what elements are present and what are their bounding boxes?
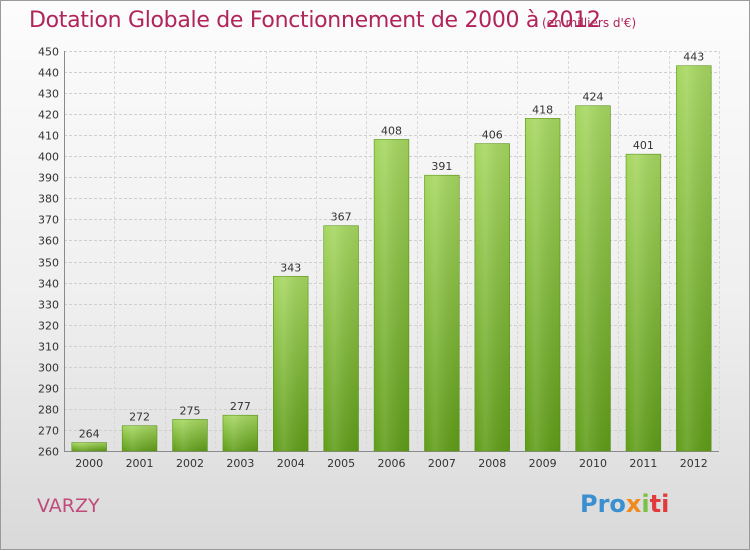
bar-shine <box>122 425 157 451</box>
data-label: 277 <box>230 400 251 413</box>
y-tick-label: 360 <box>38 235 59 248</box>
data-label: 424 <box>583 91 604 104</box>
proxiti-logo: Proxiti <box>580 490 670 518</box>
y-tick-label: 260 <box>38 446 59 459</box>
y-tick-label: 350 <box>38 257 59 270</box>
bar-shine <box>323 225 359 451</box>
bar-shine <box>222 415 258 451</box>
x-tick-label: 2008 <box>478 457 506 470</box>
y-tick-label: 370 <box>38 214 59 227</box>
bar-shine <box>71 442 107 451</box>
x-tick-label: 2000 <box>75 457 103 470</box>
y-tick-label: 410 <box>38 130 59 143</box>
bar-shine <box>626 154 661 451</box>
y-tick-label: 290 <box>38 383 59 396</box>
chart-title: Dotation Globale de Fonctionnement de 20… <box>29 8 601 33</box>
data-label: 406 <box>482 129 503 142</box>
x-tick-label: 2002 <box>176 457 204 470</box>
y-tick-label: 400 <box>38 151 59 164</box>
x-tick-label: 2007 <box>428 457 456 470</box>
label-layer: 264 2000 272 2001 275 2002 277 2003 343 2004 367 20… <box>75 51 708 470</box>
data-label: 408 <box>381 124 402 137</box>
x-tick-label: 2011 <box>629 457 657 470</box>
x-tick-label: 2003 <box>226 457 254 470</box>
bar-layer <box>71 65 712 452</box>
chart-unit: (en milliers d'€) <box>542 16 637 30</box>
y-tick-label: 320 <box>38 320 59 333</box>
data-label: 418 <box>532 103 553 116</box>
y-tick-label: 390 <box>38 172 59 185</box>
x-tick-label: 2004 <box>277 457 305 470</box>
data-label: 401 <box>633 139 654 152</box>
bar-shine <box>424 175 460 452</box>
y-tick-label: 300 <box>38 362 59 375</box>
data-label: 443 <box>683 51 704 64</box>
x-tick-label: 2010 <box>579 457 607 470</box>
y-tick-label: 430 <box>38 88 59 101</box>
x-tick-label: 2001 <box>126 457 154 470</box>
data-label: 264 <box>79 428 100 441</box>
x-tick-label: 2009 <box>529 457 557 470</box>
x-tick-label: 2012 <box>680 457 708 470</box>
y-tick-label: 330 <box>38 299 59 312</box>
bar-shine <box>374 139 409 451</box>
bar-shine <box>172 419 208 451</box>
x-tick-label: 2006 <box>378 457 406 470</box>
y-tick-label: 420 <box>38 109 59 122</box>
y-tick-label: 380 <box>38 193 59 206</box>
bar-shine <box>676 65 712 451</box>
y-tick-label: 340 <box>38 278 59 291</box>
y-tick-label: 280 <box>38 404 59 417</box>
bar-shine <box>575 105 611 451</box>
data-label: 275 <box>179 404 200 417</box>
data-label: 391 <box>431 160 452 173</box>
commune-name: VARZY <box>37 495 100 517</box>
data-label: 343 <box>280 261 301 274</box>
y-tick-label: 310 <box>38 341 59 354</box>
bar-shine <box>273 276 309 451</box>
data-label: 272 <box>129 411 150 424</box>
x-tick-label: 2005 <box>327 457 355 470</box>
y-tick-label: 450 <box>38 46 59 59</box>
axis-layer: 260 270 280 290 300 310 320 330 340 350 360 370 380 3… <box>38 46 719 459</box>
bar-shine <box>474 143 510 451</box>
data-label: 367 <box>331 211 352 224</box>
bar-shine <box>525 118 561 452</box>
y-tick-label: 270 <box>38 425 59 438</box>
y-tick-label: 440 <box>38 67 59 80</box>
